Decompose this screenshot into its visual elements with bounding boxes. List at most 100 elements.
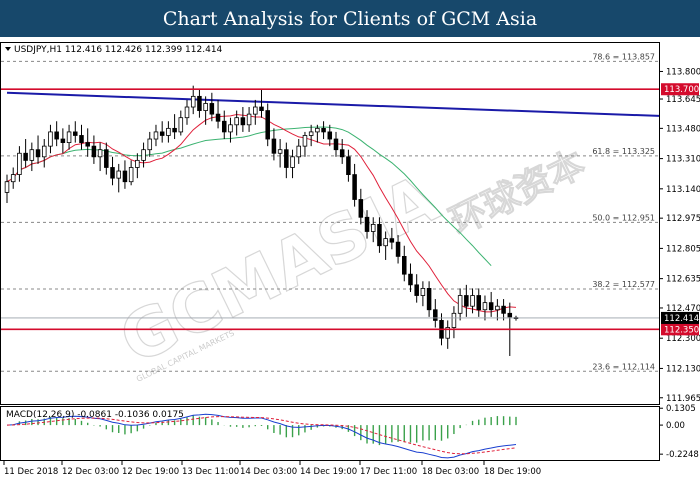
candle-body [290, 156, 295, 168]
macd-label: MACD(12,26,9) -0.0861 -0.1036 0.0175 [6, 410, 184, 420]
fib-level-label: 61.8 = 113.325 [592, 147, 655, 156]
chart-frame: GCMASIA GLOBAL CAPITAL MARKETS 环球资本 113.… [0, 37, 700, 500]
page-title: Chart Analysis for Clients of GCM Asia [0, 0, 700, 37]
price-tick-label: 113.310 [666, 155, 700, 165]
candle-body [402, 255, 407, 275]
candle-body [296, 145, 302, 158]
candle-body [352, 174, 357, 200]
candle-body [377, 223, 382, 247]
candle-body [178, 117, 184, 133]
candle-body [426, 288, 432, 311]
candle-body [277, 149, 283, 154]
candle-body [4, 181, 10, 193]
candle-body [253, 106, 258, 115]
candle-body [333, 138, 339, 151]
price-tick-label: 112.470 [666, 304, 700, 314]
candle-body [73, 131, 78, 136]
candle-body [209, 103, 215, 115]
current-price-tag [661, 311, 699, 324]
candle-body [228, 124, 233, 133]
time-tick-label: 12 Dec 19:00 [122, 467, 179, 477]
price-tag-label: 113.700 [664, 85, 699, 95]
fib-level-label: 50.0 = 112.951 [592, 213, 655, 222]
candle-body [284, 149, 289, 168]
candle-body [153, 131, 159, 140]
candle-body [457, 295, 463, 314]
candle-body [172, 127, 177, 133]
candle-body [29, 149, 35, 161]
candle-body [420, 288, 426, 296]
price-tick-label: 113.140 [666, 185, 700, 195]
price-tick-label: 113.800 [666, 67, 700, 77]
macd-signal-line [6, 416, 517, 455]
macd-tick-label: 0.1305 [666, 404, 696, 414]
time-tick-label: 13 Dec 11:00 [182, 467, 239, 477]
candle-body [395, 241, 401, 257]
candle-body [271, 138, 277, 154]
candle-body [370, 223, 376, 232]
price-chart: GCMASIA GLOBAL CAPITAL MARKETS 环球资本 113.… [0, 42, 700, 477]
candle-body [10, 174, 16, 183]
candle-body [464, 295, 469, 307]
current-price-label: 112.414 [664, 314, 699, 324]
candle-body [110, 167, 115, 179]
candle-body [358, 199, 364, 218]
candle-body [308, 131, 314, 136]
candle-body [116, 170, 121, 179]
candle-body [265, 110, 270, 140]
macd-tick-label: 0.00 [666, 421, 685, 431]
time-tick-label: 14 Dec 03:00 [240, 467, 297, 477]
candle-body [60, 138, 66, 143]
macd-panel: 0.1305 0.00 -0.2248 11 Dec 2018 12 Dec 03:00… [3, 404, 699, 477]
fib-level-label: 23.6 = 112.114 [592, 362, 655, 371]
candle-body [321, 127, 326, 133]
price-tag [661, 323, 699, 336]
candle-body [97, 149, 103, 158]
price-tag [661, 83, 699, 96]
candle-body [91, 145, 97, 158]
candle-body [240, 117, 246, 126]
price-tick-label: 112.130 [666, 364, 700, 374]
macd-line [6, 413, 517, 459]
candle-body [141, 149, 146, 161]
candle-body [445, 327, 450, 339]
candle-body [104, 149, 109, 168]
candle-body [85, 142, 90, 147]
candle-body [364, 216, 370, 232]
candle-body [215, 113, 221, 122]
watermark-brand: GCMASIA [108, 160, 450, 379]
candle-body [190, 95, 196, 108]
price-tick-label: 112.805 [666, 244, 700, 254]
candle-body [197, 95, 202, 111]
time-tick-label: 11 Dec 2018 [4, 467, 58, 477]
candle-body [433, 309, 438, 321]
time-tick-label: 18 Dec 03:00 [422, 467, 479, 477]
candle-body [48, 131, 53, 147]
watermark: GCMASIA GLOBAL CAPITAL MARKETS 环球资本 [108, 143, 592, 384]
candle-body [488, 302, 494, 311]
candle-body [346, 156, 351, 175]
candle-body [246, 113, 252, 126]
main-panel-border [0, 42, 660, 405]
macd-tick-label: -0.2248 [666, 450, 699, 460]
candle-body [339, 149, 345, 158]
candle-body [495, 305, 500, 311]
candle-body [66, 131, 72, 143]
main-panel: 113.800 113.645 113.480 113.310 113.140 112.9… [1, 52, 700, 404]
candle-body [35, 149, 41, 158]
candle-body [203, 103, 208, 111]
candle-body [128, 167, 134, 183]
time-tick-label: 12 Dec 03:00 [62, 467, 119, 477]
candle-body [41, 145, 47, 158]
candle-body [383, 238, 388, 247]
candle-body [476, 295, 482, 311]
candle-body [23, 152, 28, 161]
candle-body [414, 284, 419, 296]
candle-body [17, 152, 22, 175]
fib-level-label: 38.2 = 112.577 [592, 280, 655, 289]
candle-body [147, 138, 153, 151]
candle-body [507, 312, 513, 318]
macd-panel-border [0, 406, 660, 461]
candle-body [159, 131, 165, 136]
watermark-cn: 环球资本 [444, 143, 591, 243]
